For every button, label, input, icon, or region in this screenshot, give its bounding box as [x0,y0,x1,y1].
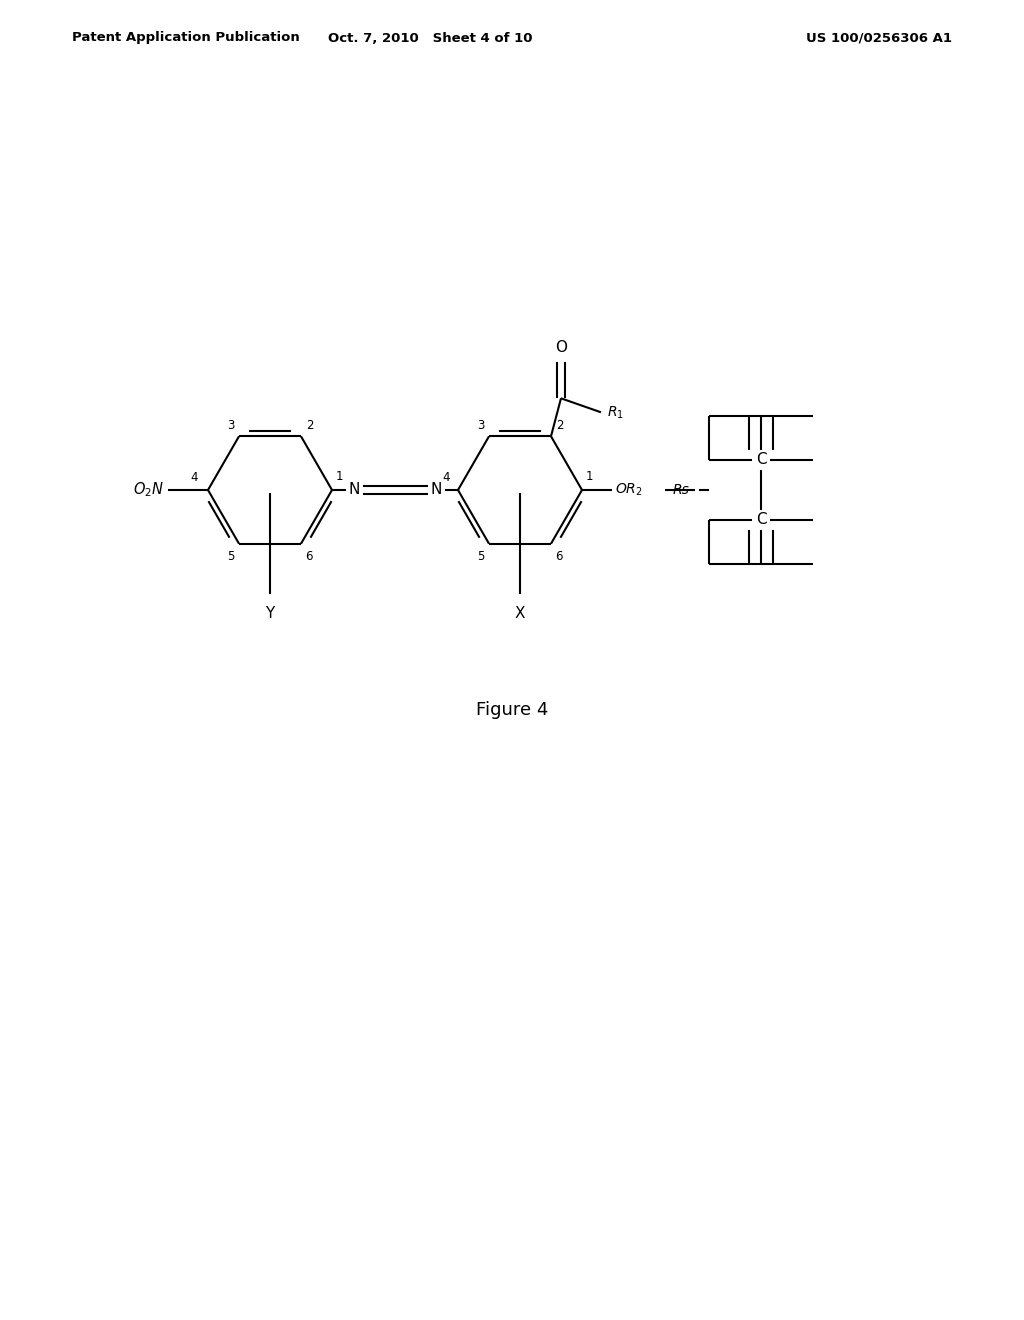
Text: 3: 3 [227,420,234,433]
Text: O: O [555,341,567,355]
Text: Rs: Rs [673,483,689,498]
Text: $R_1$: $R_1$ [607,404,624,421]
Text: 1: 1 [336,470,343,483]
Text: 5: 5 [227,549,234,562]
Text: X: X [515,606,525,620]
Text: $O_2N$: $O_2N$ [133,480,164,499]
Text: 6: 6 [305,549,312,562]
Text: C: C [756,453,766,467]
Text: 3: 3 [477,420,485,433]
Text: C: C [756,512,766,528]
Text: Patent Application Publication: Patent Application Publication [72,32,300,45]
Text: 4: 4 [190,471,198,484]
Text: Figure 4: Figure 4 [476,701,548,719]
Text: $OR_2$: $OR_2$ [615,482,643,498]
Text: 2: 2 [556,420,563,433]
Text: 5: 5 [477,549,485,562]
Text: 4: 4 [442,471,450,484]
Text: 6: 6 [555,549,562,562]
Text: US 100/0256306 A1: US 100/0256306 A1 [806,32,952,45]
Text: 1: 1 [586,470,594,483]
Text: N: N [430,483,441,498]
Text: 2: 2 [306,420,313,433]
Text: Oct. 7, 2010   Sheet 4 of 10: Oct. 7, 2010 Sheet 4 of 10 [328,32,532,45]
Text: N: N [348,483,359,498]
Text: Y: Y [265,606,274,620]
